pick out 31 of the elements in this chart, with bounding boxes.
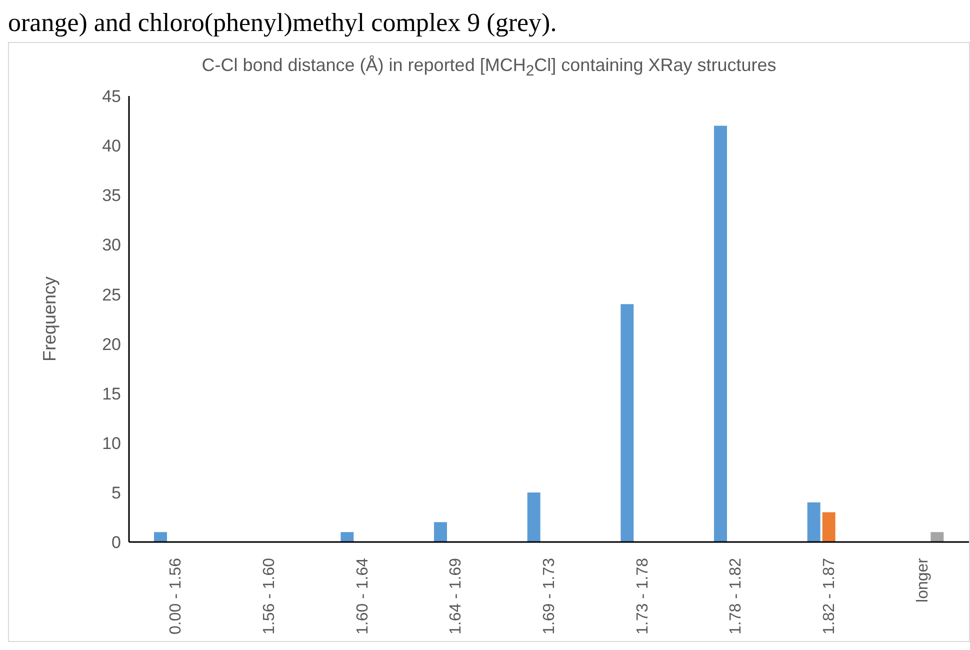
bar	[822, 512, 836, 542]
bar	[930, 532, 944, 542]
x-tick-label: 0.00 - 1.56	[168, 557, 185, 634]
x-tick-label: 1.60 - 1.64	[354, 557, 372, 634]
chart-title: C-Cl bond distance (Å) in reported [MCH$_{2}$Cl] containing XRay structures	[200, 55, 778, 80]
y-tick-label: 40	[102, 136, 121, 156]
y-tick-label: 20	[102, 334, 121, 354]
bar	[340, 532, 354, 542]
y-tick-label: 45	[102, 86, 121, 106]
x-tick-label: 1.73 - 1.78	[634, 557, 652, 634]
text: orange) and chloro(phenyl)methyl complex 9 (grey).	[8, 8, 557, 38]
x-tick-label: 1.78 - 1.82	[728, 557, 745, 634]
bar	[714, 125, 727, 542]
y-axis-title: Frequency	[39, 276, 60, 362]
y-tick-label: 10	[102, 434, 121, 453]
x-tick-label: 1.56 - 1.60	[261, 557, 278, 634]
y-tick-label: 15	[102, 384, 121, 403]
x-tick-label: longer	[914, 556, 932, 602]
bar	[620, 304, 634, 542]
x-tick-label: 1.82 - 1.87	[821, 557, 838, 634]
x-tick-label: 1.64 - 1.69	[448, 557, 465, 634]
bar	[154, 532, 167, 542]
y-tick-label: 5	[112, 483, 121, 502]
bar	[527, 492, 540, 542]
y-tick-label: 30	[102, 235, 121, 254]
y-tick-label: 0	[112, 532, 121, 552]
bar	[434, 522, 447, 542]
y-tick-label: 35	[102, 186, 121, 205]
x-tick-label: 1.69 - 1.73	[541, 557, 558, 634]
y-tick-label: 25	[102, 284, 121, 304]
bar	[807, 502, 820, 542]
